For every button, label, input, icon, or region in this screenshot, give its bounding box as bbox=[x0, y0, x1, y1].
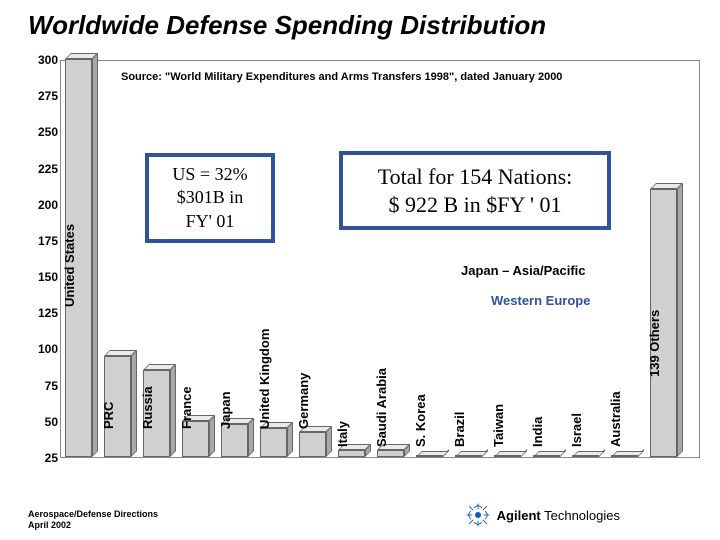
y-tick-label: 275 bbox=[38, 89, 58, 103]
bar-france: France bbox=[182, 415, 215, 457]
footer-logo: Agilent Technologies bbox=[465, 502, 620, 528]
y-axis: 255075100125150175200225250275300 bbox=[24, 60, 60, 458]
bar-front bbox=[299, 432, 326, 457]
bar-germany: Germany bbox=[299, 426, 332, 457]
bar-front bbox=[416, 455, 443, 457]
bar-label: Israel bbox=[569, 413, 584, 447]
bar-united-states: United States bbox=[65, 53, 98, 457]
bar-japan: Japan bbox=[221, 418, 254, 457]
y-tick-label: 200 bbox=[38, 198, 58, 212]
callout-us-line1: US = 32% bbox=[159, 163, 261, 186]
bar-label: Saudi Arabia bbox=[374, 368, 389, 447]
bar-label: France bbox=[179, 386, 194, 429]
bar-s-korea: S. Korea bbox=[416, 451, 449, 457]
y-tick-label: 50 bbox=[45, 415, 58, 429]
chart-container: 255075100125150175200225250275300 United… bbox=[24, 60, 700, 480]
bar-label: Brazil bbox=[452, 412, 467, 447]
bar-label: PRC bbox=[101, 402, 116, 429]
bar-label: Russia bbox=[140, 386, 155, 429]
y-tick-label: 175 bbox=[38, 234, 58, 248]
footer-line1: Aerospace/Defense Directions bbox=[28, 509, 158, 519]
bar-front bbox=[338, 450, 365, 457]
bar-front bbox=[377, 450, 404, 457]
y-tick-label: 150 bbox=[38, 270, 58, 284]
bar-side bbox=[131, 350, 137, 457]
bar-front bbox=[611, 455, 638, 457]
bar-india: India bbox=[533, 451, 566, 457]
bar-front bbox=[572, 455, 599, 457]
bar-russia: Russia bbox=[143, 364, 176, 457]
bar-label: United States bbox=[62, 224, 77, 307]
page-title: Worldwide Defense Spending Distribution bbox=[0, 0, 720, 41]
bar-front bbox=[533, 455, 560, 457]
bar-label: Italy bbox=[335, 421, 350, 447]
bar-prc: PRC bbox=[104, 350, 137, 457]
bar-taiwan: Taiwan bbox=[494, 451, 527, 457]
callout-us-line3: FY' 01 bbox=[159, 210, 261, 233]
y-tick-label: 75 bbox=[45, 379, 58, 393]
bar-side bbox=[170, 364, 176, 457]
bar-united-kingdom: United Kingdom bbox=[260, 422, 293, 457]
annotation-western-europe: Western Europe bbox=[491, 293, 590, 308]
agilent-spark-icon bbox=[465, 502, 491, 528]
bar-australia: Australia bbox=[611, 451, 644, 457]
logo-text: Agilent Technologies bbox=[497, 508, 620, 523]
bar-italy: Italy bbox=[338, 444, 371, 457]
callout-total-line1: Total for 154 Nations: bbox=[357, 163, 593, 191]
y-tick-label: 25 bbox=[45, 451, 58, 465]
bar-side bbox=[677, 183, 683, 457]
bar-label: Germany bbox=[296, 373, 311, 429]
bar-saudi-arabia: Saudi Arabia bbox=[377, 444, 410, 457]
bar-label: 139 Others bbox=[647, 310, 662, 377]
source-text: Source: "World Military Expenditures and… bbox=[121, 71, 562, 83]
bar-side bbox=[209, 415, 215, 457]
y-tick-label: 225 bbox=[38, 162, 58, 176]
footer-text: Aerospace/Defense Directions April 2002 bbox=[28, 509, 158, 530]
bars-layer: United StatesPRCRussiaFranceJapanUnited … bbox=[61, 61, 699, 457]
bar-side bbox=[287, 422, 293, 457]
callout-total: Total for 154 Nations: $ 922 B in $FY ' … bbox=[339, 151, 611, 230]
logo-text-bold: Agilent bbox=[497, 508, 541, 523]
bar-front bbox=[260, 428, 287, 457]
callout-us-line2: $301B in bbox=[159, 186, 261, 209]
bar-label: S. Korea bbox=[413, 394, 428, 447]
y-tick-label: 250 bbox=[38, 125, 58, 139]
y-tick-label: 100 bbox=[38, 342, 58, 356]
callout-total-line2: $ 922 B in $FY ' 01 bbox=[357, 191, 593, 219]
bar-front bbox=[494, 455, 521, 457]
bar-israel: Israel bbox=[572, 451, 605, 457]
bar-label: Japan bbox=[218, 391, 233, 429]
bar-139-others: 139 Others bbox=[650, 183, 683, 457]
bar-brazil: Brazil bbox=[455, 451, 488, 457]
bar-label: India bbox=[530, 417, 545, 447]
annotation-japan: Japan – Asia/Pacific bbox=[461, 263, 586, 278]
callout-us: US = 32% $301B in FY' 01 bbox=[145, 153, 275, 243]
plot-area: United StatesPRCRussiaFranceJapanUnited … bbox=[60, 60, 700, 458]
logo-text-light: Technologies bbox=[541, 508, 620, 523]
bar-side bbox=[92, 53, 98, 457]
y-tick-label: 300 bbox=[38, 53, 58, 67]
bar-front bbox=[455, 455, 482, 457]
bar-label: Taiwan bbox=[491, 404, 506, 447]
footer-line2: April 2002 bbox=[28, 520, 158, 530]
bar-label: Australia bbox=[608, 391, 623, 447]
y-tick-label: 125 bbox=[38, 306, 58, 320]
bar-label: United Kingdom bbox=[257, 329, 272, 429]
bar-side bbox=[248, 418, 254, 457]
